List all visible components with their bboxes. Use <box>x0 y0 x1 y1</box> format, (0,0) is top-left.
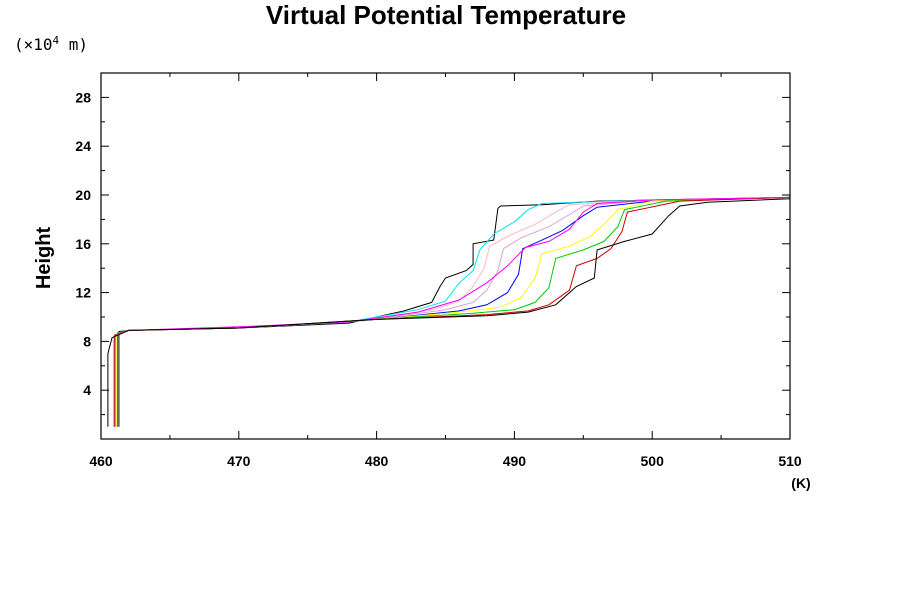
x-tick-label: 470 <box>227 453 251 469</box>
x-tick-label: 490 <box>503 453 527 469</box>
plot-lines <box>107 196 791 427</box>
x-tick-label: 510 <box>778 453 802 469</box>
y-axis-unit-exponent: 4 <box>53 34 60 47</box>
y-tick-label: 24 <box>75 138 91 154</box>
series-line-9 <box>117 196 791 427</box>
y-tick-label: 8 <box>83 333 91 349</box>
y-axis-unit-prefix: (×10 <box>14 35 53 54</box>
series-line-10 <box>107 198 791 427</box>
y-axis-label: Height <box>33 227 55 290</box>
chart-title: Virtual Potential Temperature <box>266 0 626 30</box>
y-tick-label: 4 <box>83 382 91 398</box>
x-tick-label: 480 <box>365 453 389 469</box>
y-axis-unit: (×104 m) <box>14 34 88 54</box>
y-tick-label: 12 <box>75 285 91 301</box>
x-axis-unit: (K) <box>791 475 810 491</box>
y-tick-label: 20 <box>75 187 91 203</box>
plot-frame <box>100 72 791 440</box>
y-tick-label: 16 <box>75 236 91 252</box>
x-tick-label: 500 <box>641 453 665 469</box>
y-tick-label: 28 <box>75 89 91 105</box>
y-axis-unit-suffix: m) <box>59 35 88 54</box>
x-tick-label: 460 <box>89 453 113 469</box>
series-line-6 <box>115 196 791 427</box>
series-line-5 <box>114 196 791 427</box>
axis-ticks: 460 470 480 490 500 510 4 8 12 16 20 24 28 <box>75 73 802 469</box>
